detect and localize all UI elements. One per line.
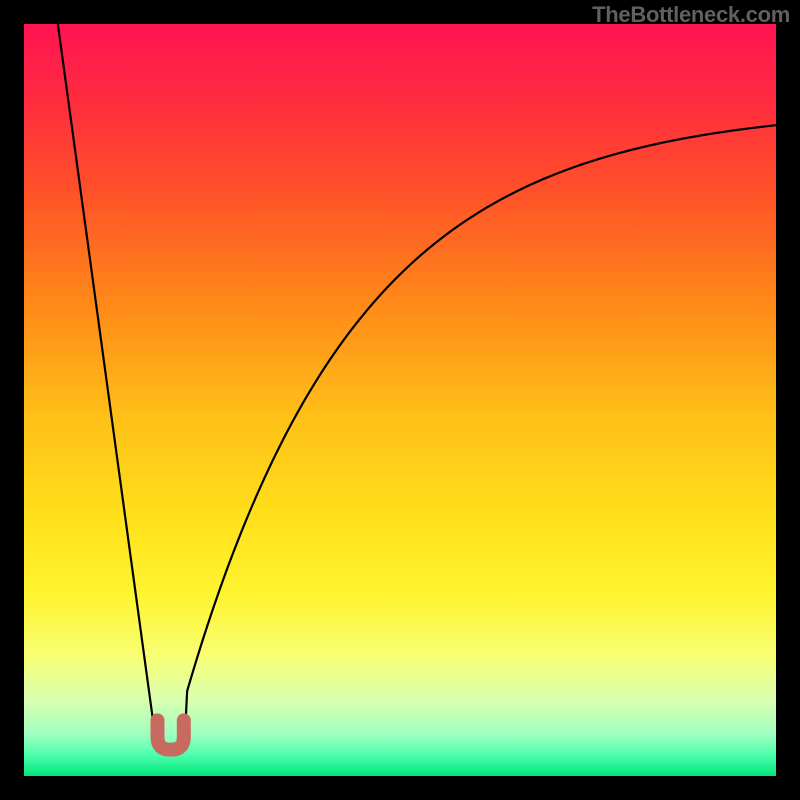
bottleneck-chart <box>0 0 800 800</box>
watermark-text: TheBottleneck.com <box>592 2 790 28</box>
chart-container: TheBottleneck.com <box>0 0 800 800</box>
plot-background <box>24 24 776 776</box>
